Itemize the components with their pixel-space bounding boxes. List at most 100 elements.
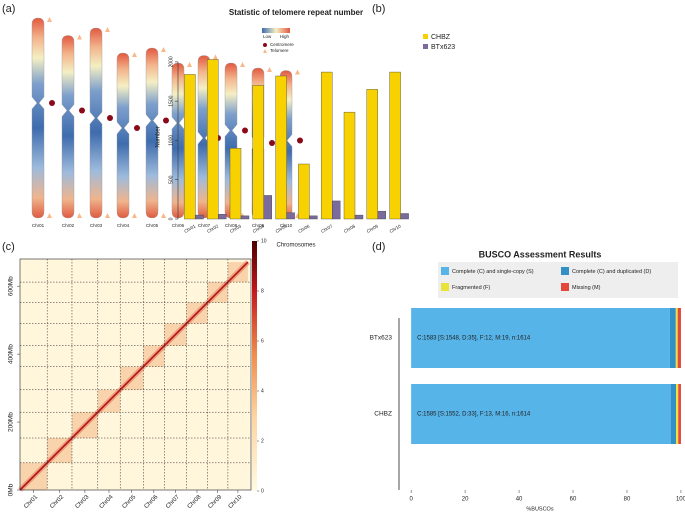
legend-swatch — [561, 267, 569, 275]
y-tick-label: 600Mb — [8, 276, 15, 296]
legend-low: Low — [263, 34, 272, 39]
panel-c: (c) Chr01 Chr02 Chr03 Chr04 Chr05 Chr06 Chr07 Ch… — [2, 238, 267, 510]
x-tick-label: Chr04 — [252, 223, 266, 234]
legend-label: Missing (M) — [572, 285, 601, 291]
telomere — [47, 213, 52, 218]
colorbar-label: 10 — [261, 238, 267, 244]
panel-b: (b) Statistic of telomere repeat number 0 5… — [156, 3, 456, 249]
bar — [321, 71, 333, 220]
bar — [275, 75, 287, 220]
bar-segment — [676, 384, 679, 444]
chromosome-label: Chr10 — [280, 223, 293, 228]
x-tick-label: Chr02 — [206, 223, 220, 234]
chromosome-label: Chr02 — [62, 223, 75, 228]
legend-swatch — [561, 283, 569, 291]
chromosome-label: Chr03 — [90, 223, 103, 228]
bar — [195, 214, 204, 220]
bar — [389, 71, 401, 220]
x-tick-label: Chr03 — [75, 494, 91, 510]
x-axis-label: Chromosomes — [276, 243, 315, 249]
telomere — [77, 213, 82, 218]
legend-telomere-icon — [263, 49, 267, 53]
telomere — [105, 27, 110, 32]
y-tick-label: 200Mb — [8, 412, 15, 432]
chromosome-label: Chr04 — [117, 223, 130, 228]
legend-swatch — [423, 34, 428, 39]
legend-swatch — [441, 267, 449, 275]
chromosome — [61, 35, 75, 219]
telomere — [161, 213, 166, 218]
x-tick-label: 40 — [516, 497, 523, 503]
colorbar-label: 2 — [261, 438, 264, 444]
x-tick-label: Chr06 — [297, 223, 311, 234]
x-tick-label: Chr10 — [389, 223, 403, 234]
colorbar-label: 4 — [261, 388, 264, 394]
legend-high: High — [280, 34, 290, 39]
x-tick-label: Chr04 — [99, 494, 115, 510]
telomere — [132, 213, 137, 218]
bar — [309, 215, 318, 220]
diagonal — [19, 261, 249, 491]
panel-label: (a) — [2, 3, 15, 15]
bar — [366, 89, 378, 220]
chart-title: Statistic of telomere repeat number — [229, 8, 363, 17]
chromosome-label: Chr07 — [198, 223, 211, 228]
bar-segment — [411, 308, 670, 368]
centromere — [242, 127, 248, 134]
centromere — [107, 115, 113, 121]
telomere — [187, 62, 192, 67]
colorbar-label: 8 — [261, 288, 264, 294]
bar — [206, 59, 219, 220]
chromosome-label: Chr06 — [172, 223, 185, 228]
bar — [217, 214, 227, 220]
telomere — [240, 62, 245, 67]
telomere — [267, 67, 272, 72]
x-tick-label: 20 — [462, 497, 469, 503]
centromere — [269, 140, 275, 146]
chromosome-label: Chr05 — [146, 223, 159, 228]
x-tick-label: 80 — [624, 497, 631, 503]
x-tick-label: Chr03 — [229, 223, 243, 234]
chromosome — [31, 17, 45, 219]
x-tick-label: Chr09 — [366, 223, 380, 234]
legend-telomere: Telomere — [270, 48, 289, 53]
y-tick-label: 1000 — [168, 135, 174, 146]
bar — [252, 85, 265, 220]
bar-segment — [411, 384, 671, 444]
bar-segment — [669, 308, 676, 368]
panel-label: (c) — [2, 241, 15, 253]
bar — [240, 215, 250, 220]
chromosome-label: Chr09 — [252, 223, 265, 228]
x-tick-label: Chr01 — [183, 223, 197, 234]
centromere — [163, 117, 169, 124]
x-tick-label: Chr08 — [343, 223, 357, 234]
x-tick-label: 60 — [570, 497, 577, 503]
x-tick-label: Chr07 — [165, 494, 181, 510]
heatmap-frame — [19, 258, 252, 491]
colorbar-label: 0 — [261, 488, 264, 494]
legend-label: Complete (C) and duplicated (D) — [572, 269, 651, 275]
chromosome — [116, 52, 130, 219]
y-tick-label: 0 — [168, 217, 174, 220]
centromere — [79, 107, 85, 114]
centromere — [49, 100, 55, 106]
bar-segment — [677, 308, 681, 368]
legend-colorbar — [262, 28, 290, 33]
bar-annotation: C:1585 [S:1552, D:33], F:13, M:16, n:161… — [417, 412, 531, 418]
y-tick-label: 400Mb — [8, 344, 15, 364]
telomere — [105, 213, 110, 218]
colorbar — [252, 241, 257, 491]
x-axis-label: %BUSCOs — [526, 506, 553, 512]
x-tick-label: Chr01 — [23, 494, 39, 510]
bar — [343, 111, 356, 220]
telomere — [132, 52, 137, 57]
legend-centromere-icon — [263, 43, 267, 47]
x-tick-label: Chr07 — [320, 223, 334, 234]
x-tick-label: 100 — [676, 497, 685, 503]
legend-centromere: Centromere — [270, 42, 294, 47]
telomere — [295, 69, 300, 75]
x-tick-label: Chr10 — [228, 494, 244, 510]
x-tick-label: Chr09 — [207, 494, 223, 510]
legend-box — [438, 262, 678, 298]
